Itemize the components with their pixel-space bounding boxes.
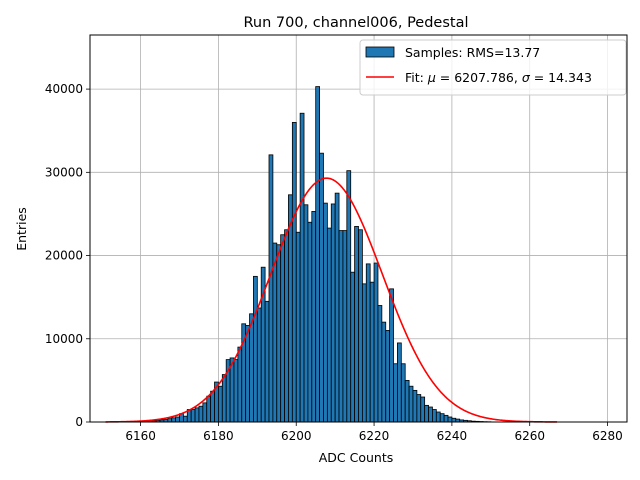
histogram-bar bbox=[221, 374, 227, 423]
histogram-bar bbox=[210, 390, 215, 423]
fit-curve bbox=[105, 177, 557, 423]
histogram-bar bbox=[175, 416, 180, 423]
y-tick-label: 10000 bbox=[45, 332, 83, 346]
histogram-bar bbox=[381, 321, 387, 423]
histogram-bar bbox=[319, 152, 324, 423]
x-tick-label: 6240 bbox=[437, 429, 468, 443]
histogram-bar bbox=[218, 385, 223, 423]
plot-area-frame bbox=[89, 34, 628, 423]
histogram-bar bbox=[315, 86, 320, 423]
y-tick-label: 0 bbox=[75, 415, 83, 429]
histogram-bar bbox=[299, 112, 305, 423]
histogram-bar bbox=[202, 402, 208, 423]
histogram-bar bbox=[346, 170, 352, 423]
y-tick-label: 30000 bbox=[45, 165, 83, 179]
histogram-bar bbox=[416, 394, 422, 423]
histogram-bar bbox=[447, 416, 453, 423]
histogram-bar bbox=[245, 325, 250, 423]
histogram-bar bbox=[393, 363, 398, 423]
histogram-bar bbox=[400, 363, 406, 423]
x-tick-label: 6200 bbox=[281, 429, 312, 443]
histogram-bar bbox=[284, 229, 289, 423]
histogram-bar bbox=[334, 192, 340, 423]
legend-fit-mu-value: = 6207.786, bbox=[436, 70, 522, 85]
histogram-bar bbox=[338, 230, 344, 423]
histogram-bar bbox=[272, 242, 278, 423]
histogram-bar bbox=[307, 221, 313, 423]
x-axis-ticks: 6160 6180 6200 6220 6240 6260 6280 bbox=[125, 422, 623, 443]
histogram-bar bbox=[385, 330, 391, 423]
x-tick-label: 6180 bbox=[203, 429, 234, 443]
histogram-bar bbox=[354, 226, 359, 423]
histogram-bar bbox=[443, 414, 449, 423]
y-tick-label: 40000 bbox=[45, 82, 83, 96]
histogram-bar bbox=[171, 417, 177, 423]
histogram-bar bbox=[233, 359, 239, 423]
histogram-bar bbox=[365, 263, 371, 423]
legend-fit-label: Fit: μ = 6207.786, σ = 14.343 bbox=[405, 70, 592, 85]
histogram-bar bbox=[389, 288, 394, 423]
y-axis-ticks: 0 10000 20000 30000 40000 bbox=[45, 82, 90, 429]
histogram-bar bbox=[311, 211, 317, 423]
y-axis-label: Entries bbox=[14, 207, 29, 251]
histogram-bar bbox=[256, 307, 262, 423]
histogram-bar bbox=[439, 413, 445, 423]
histogram-bar bbox=[428, 406, 433, 423]
y-tick-label: 20000 bbox=[45, 249, 83, 263]
legend: Samples: RMS=13.77 Fit: μ = 6207.786, σ … bbox=[359, 39, 627, 96]
x-axis-label: ADC Counts bbox=[319, 450, 394, 465]
histogram-bar bbox=[397, 342, 402, 423]
histogram-bar bbox=[404, 379, 410, 423]
histogram-bar bbox=[342, 230, 348, 423]
histogram-bar bbox=[408, 385, 414, 423]
histogram-bar bbox=[182, 415, 188, 423]
chart-title: Run 700, channel006, Pedestal bbox=[243, 15, 468, 31]
histogram-bar bbox=[194, 407, 200, 423]
histogram-bar bbox=[190, 409, 196, 423]
histogram-bar bbox=[326, 227, 332, 423]
histogram-bar bbox=[424, 404, 429, 423]
legend-fit-sigma-symbol: σ bbox=[522, 70, 531, 85]
legend-samples-label: Samples: RMS=13.77 bbox=[405, 45, 540, 60]
histogram-bar bbox=[373, 262, 379, 423]
legend-fit-mu-symbol: μ bbox=[427, 70, 436, 85]
histogram-bar bbox=[198, 405, 204, 423]
histogram-bar bbox=[276, 244, 282, 423]
histogram-bar bbox=[303, 204, 309, 423]
histogram-bar bbox=[253, 275, 258, 423]
histogram-bar bbox=[350, 271, 356, 423]
histogram-bar bbox=[206, 395, 212, 423]
x-tick-label: 6280 bbox=[592, 429, 623, 443]
histogram-bar bbox=[361, 283, 367, 423]
histogram-bar bbox=[249, 313, 254, 423]
legend-samples-swatch bbox=[365, 46, 395, 58]
histogram-bar bbox=[412, 389, 418, 423]
histogram-bar bbox=[295, 231, 301, 423]
histogram-bar bbox=[432, 409, 437, 423]
histogram-bar bbox=[280, 234, 285, 423]
x-tick-label: 6220 bbox=[359, 429, 390, 443]
x-tick-label: 6260 bbox=[514, 429, 545, 443]
histogram-bar bbox=[330, 203, 336, 423]
histogram-bar bbox=[369, 281, 375, 423]
histogram-bar bbox=[358, 229, 363, 423]
histogram-bar bbox=[264, 300, 270, 423]
legend-fit-sigma-value: = 14.343 bbox=[530, 70, 592, 85]
histogram-bar bbox=[268, 154, 274, 423]
x-tick-label: 6160 bbox=[125, 429, 156, 443]
legend-fit-prefix: Fit: bbox=[405, 70, 428, 85]
histogram-bar bbox=[377, 305, 383, 423]
histogram-bar bbox=[435, 411, 441, 423]
histogram-bar bbox=[420, 396, 426, 423]
histogram-bar bbox=[237, 346, 243, 423]
histogram-bar bbox=[291, 121, 297, 423]
histogram-bars bbox=[140, 86, 492, 423]
legend-box bbox=[359, 39, 627, 96]
histogram-bar bbox=[451, 417, 457, 423]
histogram-bar bbox=[323, 202, 328, 423]
